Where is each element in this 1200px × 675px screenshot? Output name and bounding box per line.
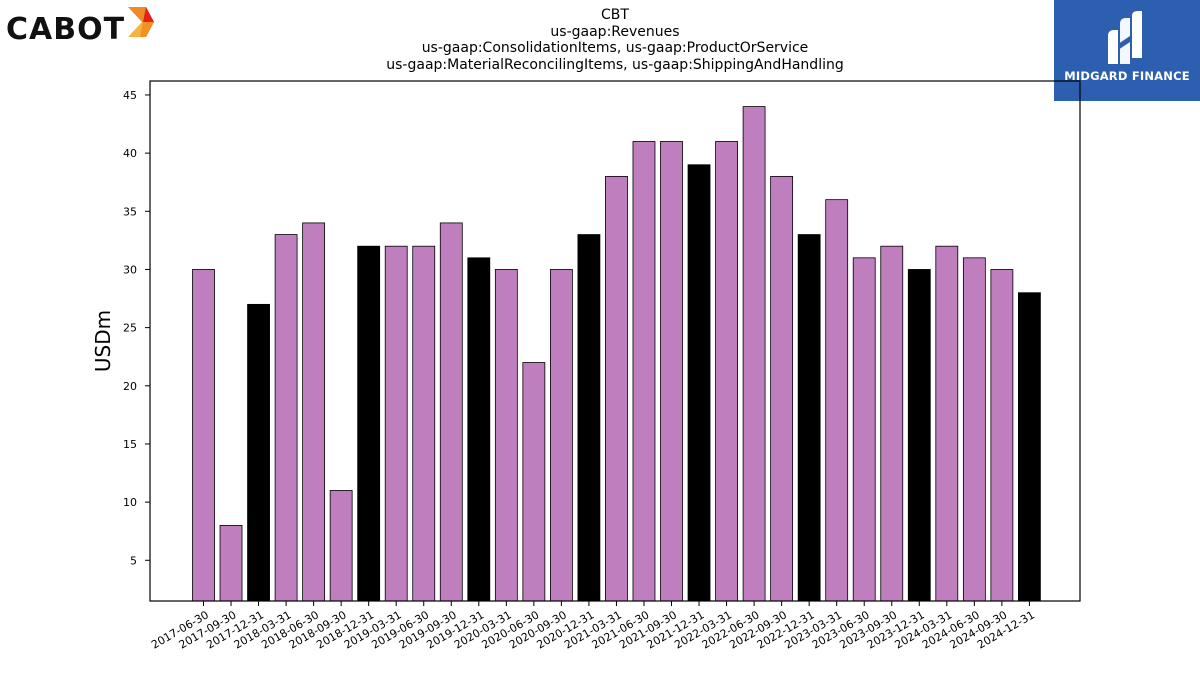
bar-2021-06-30 <box>632 141 656 602</box>
bar-2023-06-30 <box>852 257 876 602</box>
bar-2019-09-30 <box>439 222 463 602</box>
cabot-logo-mark <box>128 7 154 37</box>
bar-2019-03-31 <box>384 245 408 602</box>
midgard-finance-text: MIDGARD FINANCE <box>1064 69 1190 83</box>
cabot-logo-text: CABOT <box>6 12 126 47</box>
bar-2024-09-30 <box>990 269 1014 602</box>
bars-group <box>192 106 1041 602</box>
y-tick-label-25: 25 <box>123 322 137 335</box>
bar-2023-12-31 <box>907 269 931 602</box>
bar-2017-06-30 <box>192 269 215 602</box>
bar-2019-06-30 <box>412 245 436 602</box>
bar-2018-06-30 <box>302 222 326 602</box>
bar-2023-03-31 <box>825 199 849 602</box>
y-tick-label-15: 15 <box>123 438 137 451</box>
bar-2021-12-31 <box>687 164 711 602</box>
y-tick-label-20: 20 <box>123 380 137 393</box>
chart-title-line-1: CBT <box>601 7 629 23</box>
bar-2021-03-31 <box>605 175 628 602</box>
y-tick-label-30: 30 <box>123 263 137 276</box>
y-tick-label-10: 10 <box>123 496 137 509</box>
bar-2020-03-31 <box>494 269 518 602</box>
chart-title-line-2: us-gaap:Revenues <box>550 23 680 40</box>
y-tick-label-40: 40 <box>123 147 137 160</box>
chart-title-line-3: us-gaap:ConsolidationItems, us-gaap:Prod… <box>421 40 809 56</box>
y-axis-label: USDm <box>91 310 115 372</box>
bar-2018-12-31 <box>357 245 381 602</box>
bar-2019-12-31 <box>467 257 491 602</box>
bar-2017-12-31 <box>247 303 270 602</box>
bar-2018-09-30 <box>329 490 353 602</box>
cabot-logo: CABOT <box>4 4 164 52</box>
y-tick-label-35: 35 <box>123 205 137 218</box>
y-tick-label-5: 5 <box>130 554 137 567</box>
y-tick-label-45: 45 <box>123 89 137 102</box>
chart-title-line-4: us-gaap:MaterialReconcilingItems, us-gaa… <box>386 56 844 73</box>
x-axis: 2017-06-302017-09-302017-12-312018-03-31… <box>149 601 1037 652</box>
bar-2024-06-30 <box>962 257 986 602</box>
bar-2022-12-31 <box>797 234 821 602</box>
bar-2022-09-30 <box>770 175 794 602</box>
midgard-logo-icon <box>1108 11 1142 64</box>
bar-2023-09-30 <box>880 245 904 602</box>
bar-2020-12-31 <box>577 234 601 602</box>
bar-2022-03-31 <box>715 141 738 602</box>
y-axis: 5 10 15 20 25 30 35 40 45 <box>123 89 150 567</box>
bar-2017-09-30 <box>219 524 243 602</box>
chart-title-block: CBT us-gaap:Revenues us-gaap:Consolidati… <box>150 7 1080 73</box>
plot-frame <box>149 80 1081 602</box>
bar-2024-12-31 <box>1018 292 1041 602</box>
midgard-finance-badge: MIDGARD FINANCE <box>1054 0 1200 101</box>
bar-2024-03-31 <box>935 245 959 602</box>
bar-2020-06-30 <box>522 362 546 602</box>
bar-2018-03-31 <box>274 234 298 602</box>
bar-2020-09-30 <box>549 269 573 602</box>
bar-2022-06-30 <box>742 106 766 602</box>
bar-2021-09-30 <box>660 141 683 602</box>
